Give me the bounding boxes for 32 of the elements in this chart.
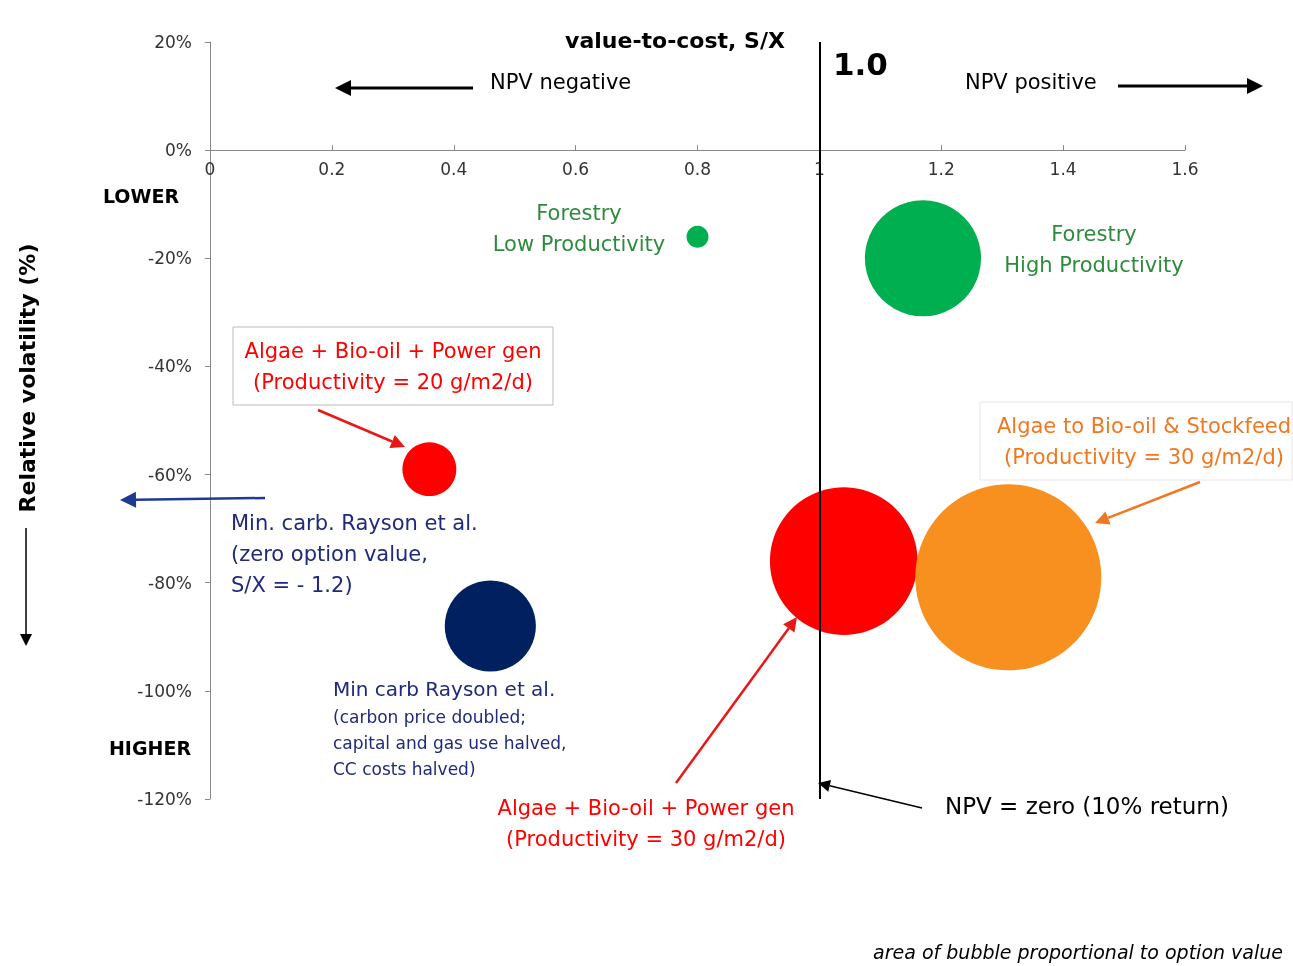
x-tick-label: 0.6 [562, 158, 590, 179]
annotation: NPV positive [965, 70, 1097, 94]
annotation: NPV negative [490, 70, 632, 94]
annotation: Min. carb. Rayson et al. (zero option value, S/X = - 1.2) [231, 511, 478, 597]
y-tick-label: -120% [137, 789, 192, 809]
y-tick-label: -40% [148, 356, 192, 377]
x-tick-label: 0.8 [683, 158, 712, 179]
annotation: Forestry Low Productivity [492, 200, 666, 256]
x-tick-label: 0.2 [318, 158, 346, 179]
annotation: Algae + Bio-oil + Power gen (Productivity = 30 g/m2/d) [497, 795, 795, 851]
x-tick-label: 1.2 [927, 158, 955, 179]
annotation: 1.0 [833, 46, 888, 82]
y-tick-label: -60% [148, 464, 192, 485]
y-tick-label: -100% [137, 680, 192, 701]
y-tick-label: -80% [148, 572, 192, 593]
y-tick-label: -20% [148, 248, 192, 269]
annotation: Forestry High Productivity [1004, 221, 1184, 277]
text: HIGHER [108, 737, 192, 759]
annotation: Algae to Bio-oil & Stockfeed (Productivity = 30 g/m2/d) [996, 413, 1292, 469]
x-axis-title: value-to-cost, S/X [565, 27, 785, 53]
x-tick-label: 1.4 [1049, 158, 1077, 179]
annotation: (carbon price doubled; capital and gas use halved, CC costs halved) [333, 707, 567, 779]
annotation: Algae + Bio-oil + Power gen (Productivity = 20 g/m2/d) [244, 338, 542, 394]
y-tick-label: 0% [165, 140, 192, 161]
annotation: NPV = zero (10% return) [945, 793, 1229, 819]
text: LOWER [102, 185, 180, 207]
text: area of bubble proportional to option value [873, 941, 1283, 963]
x-tick-label: 1.6 [1171, 158, 1199, 179]
annotation: Min carb Rayson et al. [333, 677, 556, 701]
x-tick-label: 0.4 [440, 158, 468, 179]
y-tick-label: 20% [154, 32, 192, 52]
y-axis-title: Relative volatility (%) [14, 243, 40, 513]
